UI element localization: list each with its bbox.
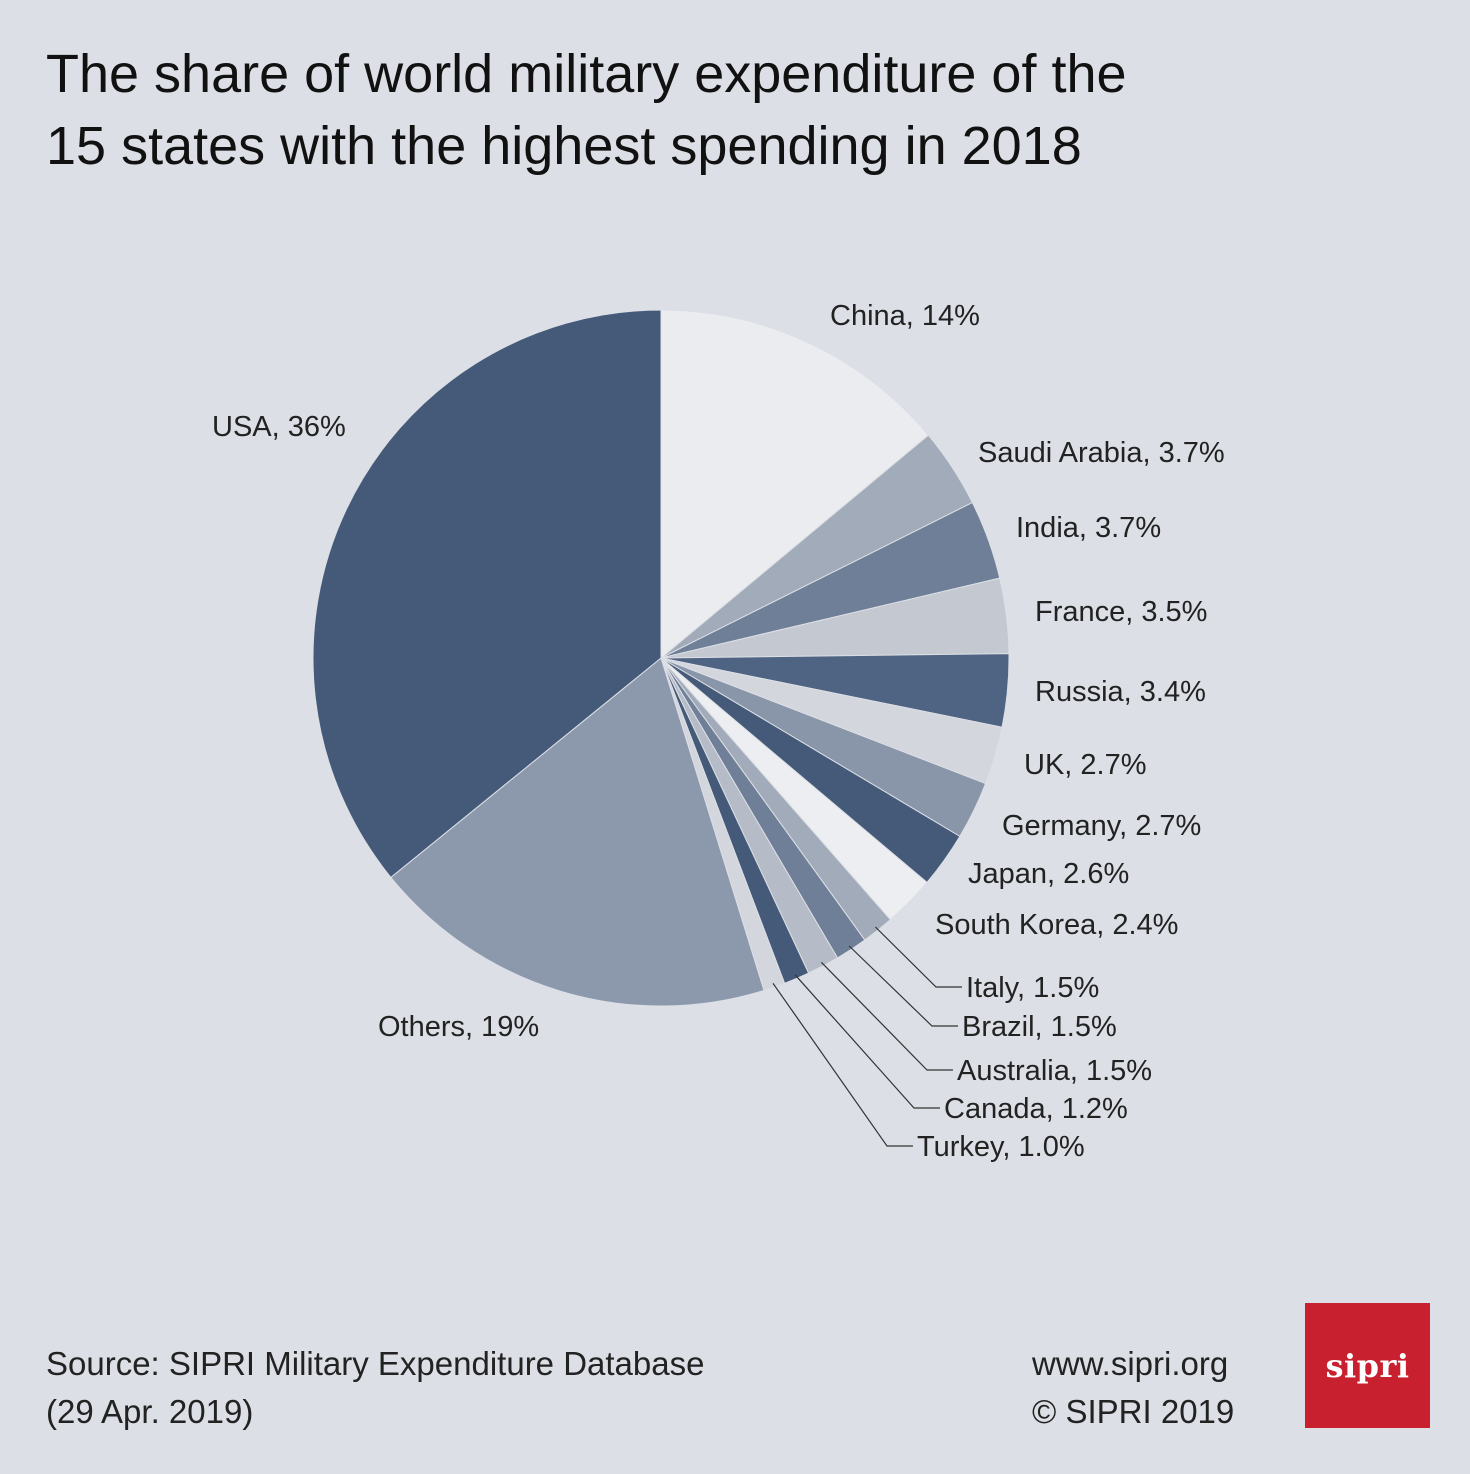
- leader-line-turkey: [772, 982, 913, 1147]
- label-usa: USA, 36%: [212, 411, 346, 443]
- source-line-1: Source: SIPRI Military Expenditure Datab…: [46, 1345, 705, 1382]
- sipri-logo: sipri: [1305, 1303, 1430, 1428]
- label-turkey: Turkey, 1.0%: [917, 1131, 1085, 1163]
- chart-title-line-2: 15 states with the highest spending in 2…: [46, 116, 1082, 176]
- label-south-korea: South Korea, 2.4%: [935, 909, 1178, 941]
- copyright-text: © SIPRI 2019: [1032, 1393, 1235, 1430]
- slice-china: [660, 309, 930, 660]
- label-others: Others, 19%: [378, 1011, 539, 1043]
- leader-lines: [772, 926, 962, 1147]
- label-canada: Canada, 1.2%: [944, 1093, 1128, 1125]
- sipri-logo-text: sipri: [1325, 1346, 1410, 1385]
- label-australia: Australia, 1.5%: [957, 1055, 1152, 1087]
- slice-usa: [312, 309, 662, 879]
- label-uk: UK, 2.7%: [1024, 749, 1147, 781]
- label-japan: Japan, 2.6%: [968, 858, 1129, 890]
- credits: www.sipri.org © SIPRI 2019: [1032, 1340, 1234, 1436]
- leader-line-australia: [820, 961, 953, 1071]
- label-india: India, 3.7%: [1016, 512, 1161, 544]
- pie-slices: [312, 309, 1010, 1007]
- pie-chart: China, 14% Saudi Arabia, 3.7% India, 3.7% F…: [212, 300, 1225, 1163]
- label-germany: Germany, 2.7%: [1002, 810, 1201, 842]
- label-brazil: Brazil, 1.5%: [962, 1011, 1117, 1043]
- label-saudi-arabia: Saudi Arabia, 3.7%: [978, 437, 1225, 469]
- chart-title: The share of world military expenditure …: [46, 38, 1346, 182]
- chart-title-line-1: The share of world military expenditure …: [46, 44, 1127, 104]
- leader-line-canada: [794, 974, 940, 1109]
- label-italy: Italy, 1.5%: [966, 972, 1099, 1004]
- leader-line-brazil: [848, 945, 958, 1027]
- source-line-2: (29 Apr. 2019): [46, 1393, 254, 1430]
- label-russia: Russia, 3.4%: [1035, 676, 1206, 708]
- leader-line-italy: [874, 926, 962, 988]
- slice-others: [390, 657, 765, 1007]
- website-link[interactable]: www.sipri.org: [1032, 1345, 1229, 1382]
- slice-labels: China, 14% Saudi Arabia, 3.7% India, 3.7% F…: [212, 300, 1225, 1163]
- source-note: Source: SIPRI Military Expenditure Datab…: [46, 1340, 704, 1436]
- label-china: China, 14%: [830, 300, 980, 332]
- label-france: France, 3.5%: [1035, 596, 1207, 628]
